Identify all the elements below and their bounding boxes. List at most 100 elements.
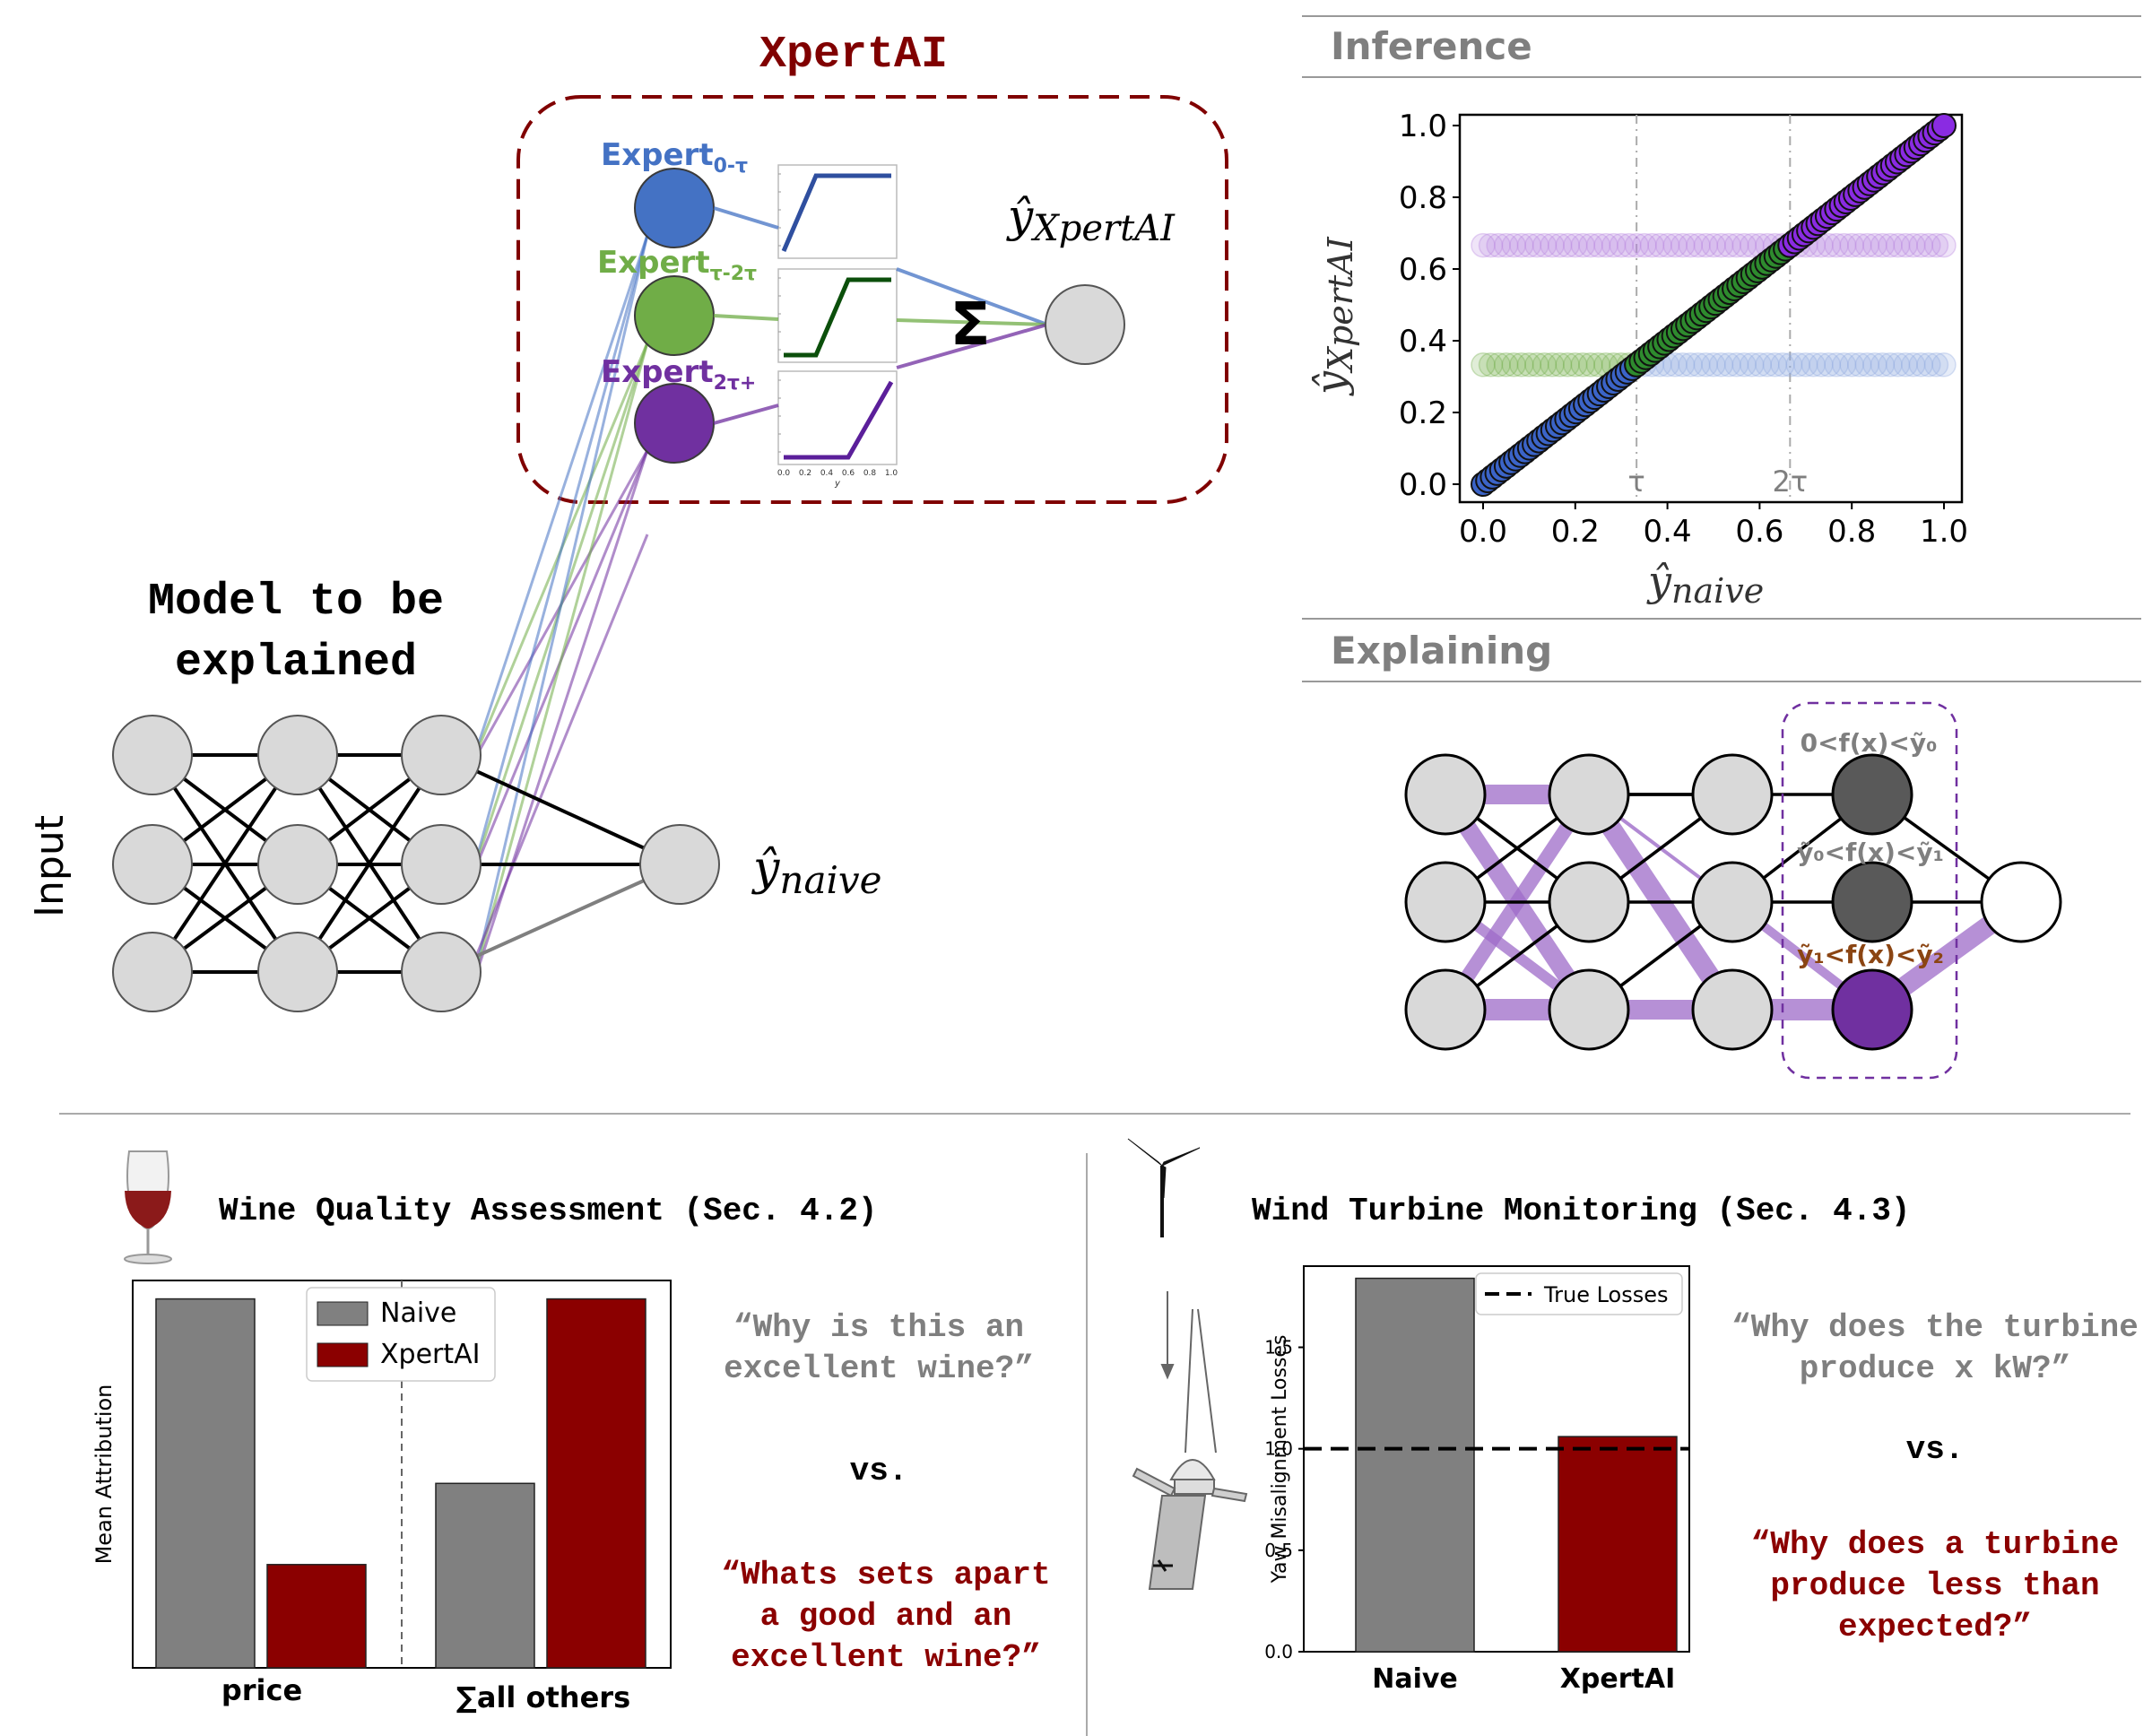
inference-vline-label: τ	[1628, 464, 1645, 499]
inference-xtick-label: 0.8	[1827, 514, 1876, 550]
inference-faded-point	[1854, 352, 1880, 378]
inference-ytick-label: 0.8	[1399, 180, 1447, 216]
inference-faded-point	[1609, 232, 1634, 258]
inference-xtick-label: 0.6	[1735, 514, 1783, 550]
inference-faded-point	[1916, 352, 1941, 378]
expert-label-3: Expert2τ+	[601, 354, 756, 395]
wind-title: Wind Turbine Monitoring (Sec. 4.3)	[1252, 1193, 1911, 1229]
mini-plot-tick-label: 0.2	[799, 469, 811, 478]
inference-faded-point	[1731, 352, 1757, 378]
inference-faded-point	[1701, 232, 1726, 258]
input-label: Input	[27, 815, 73, 917]
expert-mini-plots: 0.0 0.2 0.4 0.6 0.8 1.0 y	[777, 164, 898, 489]
inference-faded-point	[1624, 232, 1650, 258]
wine-glass-icon	[124, 1150, 172, 1264]
mini-plot-line	[784, 380, 894, 460]
mini-plot-frame	[777, 164, 898, 259]
model-node	[112, 932, 193, 1012]
explain-node	[1548, 968, 1630, 1051]
explain-expert-node-active	[1831, 968, 1913, 1051]
wine-ylabel: Mean Attribution	[91, 1384, 117, 1565]
inference-faded-point	[1723, 352, 1749, 378]
expert-node-purple	[634, 383, 715, 464]
inference-faded-point	[1831, 232, 1857, 258]
wine-legend-swatch	[317, 1301, 369, 1326]
wine-legend-swatch	[317, 1342, 369, 1367]
wind-ytick-label: 1.5	[1264, 1337, 1293, 1358]
inference-xtick-label: 1.0	[1920, 514, 1968, 550]
inference-faded-point	[1824, 232, 1849, 258]
model-node	[112, 824, 193, 905]
explain-node	[1691, 861, 1774, 943]
inference-faded-point	[1755, 352, 1780, 378]
inference-faded-point	[1931, 352, 1957, 378]
inference-faded-point	[1854, 232, 1880, 258]
model-node	[401, 824, 482, 905]
mini-plot-tick-label: 0.6	[842, 469, 855, 478]
inference-faded-point	[1731, 232, 1757, 258]
wine-title: Wine Quality Assessment (Sec. 4.2)	[219, 1193, 878, 1229]
xpertai-output-node	[1045, 284, 1125, 365]
wine-category-label: ∑all others	[456, 1680, 630, 1714]
inference-faded-point	[1716, 352, 1741, 378]
wine-legend-label: Naive	[380, 1298, 456, 1329]
model-edge	[151, 753, 299, 974]
inference-faded-point	[1785, 352, 1810, 378]
inference-faded-point	[1478, 352, 1504, 378]
inference-faded-point	[1900, 352, 1926, 378]
inference-faded-point	[1809, 352, 1834, 378]
inference-faded-point	[1831, 352, 1857, 378]
model-edge	[296, 753, 443, 974]
wine-question2-line3: excellent wine?”	[731, 1639, 1041, 1676]
model-expert-edge	[475, 234, 649, 749]
wine-question2-line2: a good and an	[760, 1598, 1012, 1635]
wind-ytick-label: 0.0	[1264, 1641, 1293, 1662]
inference-faded-point	[1908, 352, 1934, 378]
wind-category-label: XpertAI	[1560, 1663, 1675, 1695]
wine-bar	[266, 1564, 367, 1669]
inference-faded-point	[1686, 232, 1711, 258]
inference-faded-point	[1593, 232, 1618, 258]
model-node	[257, 824, 338, 905]
explain-expert-box	[1781, 701, 1958, 1080]
expert-node-green	[634, 275, 715, 356]
mini-plot-line	[781, 173, 891, 252]
inference-ytick-label: 0.6	[1399, 252, 1447, 288]
wind-ytick-label: 1.0	[1264, 1438, 1293, 1460]
inference-xtick-label: 0.4	[1644, 514, 1692, 550]
inference-faded-point	[1792, 352, 1818, 378]
inference-faded-point	[1532, 232, 1558, 258]
explaining-title: Explaining	[1331, 629, 1552, 673]
inference-faded-point	[1908, 232, 1934, 258]
expert-label-1: Expert0-τ	[601, 137, 748, 178]
wind-category-label: Naive	[1372, 1663, 1458, 1695]
mini-plot-tick-label: 0.0	[777, 469, 791, 478]
inference-faded-point	[1739, 352, 1765, 378]
inference-faded-point	[1662, 232, 1688, 258]
inference-faded-point	[1931, 232, 1957, 258]
wine-question1-line1: “Why is this an	[733, 1309, 1024, 1346]
model-output-edge	[440, 753, 681, 866]
wind-question1-line1: “Why does the turbine	[1731, 1309, 2139, 1346]
inference-vline-label: 2τ	[1773, 464, 1809, 499]
inference-faded-point	[1524, 352, 1549, 378]
inference-faded-point	[1885, 232, 1911, 258]
inference-ytick-label: 1.0	[1399, 108, 1447, 144]
model-node	[401, 932, 482, 1012]
inference-faded-point	[1678, 232, 1704, 258]
inference-faded-point	[1839, 232, 1864, 258]
inference-faded-point	[1478, 232, 1504, 258]
explain-output-node	[1980, 861, 2062, 943]
inference-faded-point	[1862, 352, 1887, 378]
model-title-line2: explained	[175, 638, 417, 689]
inference-faded-point	[1878, 232, 1903, 258]
expert-node-blue	[634, 168, 715, 248]
inference-ylabel-sub: XpertAI	[1321, 236, 1360, 374]
mini-plot-xlabel: y	[834, 479, 841, 489]
inference-faded-point	[1723, 232, 1749, 258]
expert-label-2: Expertτ-2τ	[597, 245, 757, 285]
explain-expert-node	[1831, 861, 1913, 943]
xpertai-output-label: ŷXpertAI	[1006, 190, 1176, 249]
model-network	[112, 715, 720, 1012]
wine-bar-chart: Naive XpertAI price ∑all others Mean Attribu…	[91, 1280, 672, 1714]
